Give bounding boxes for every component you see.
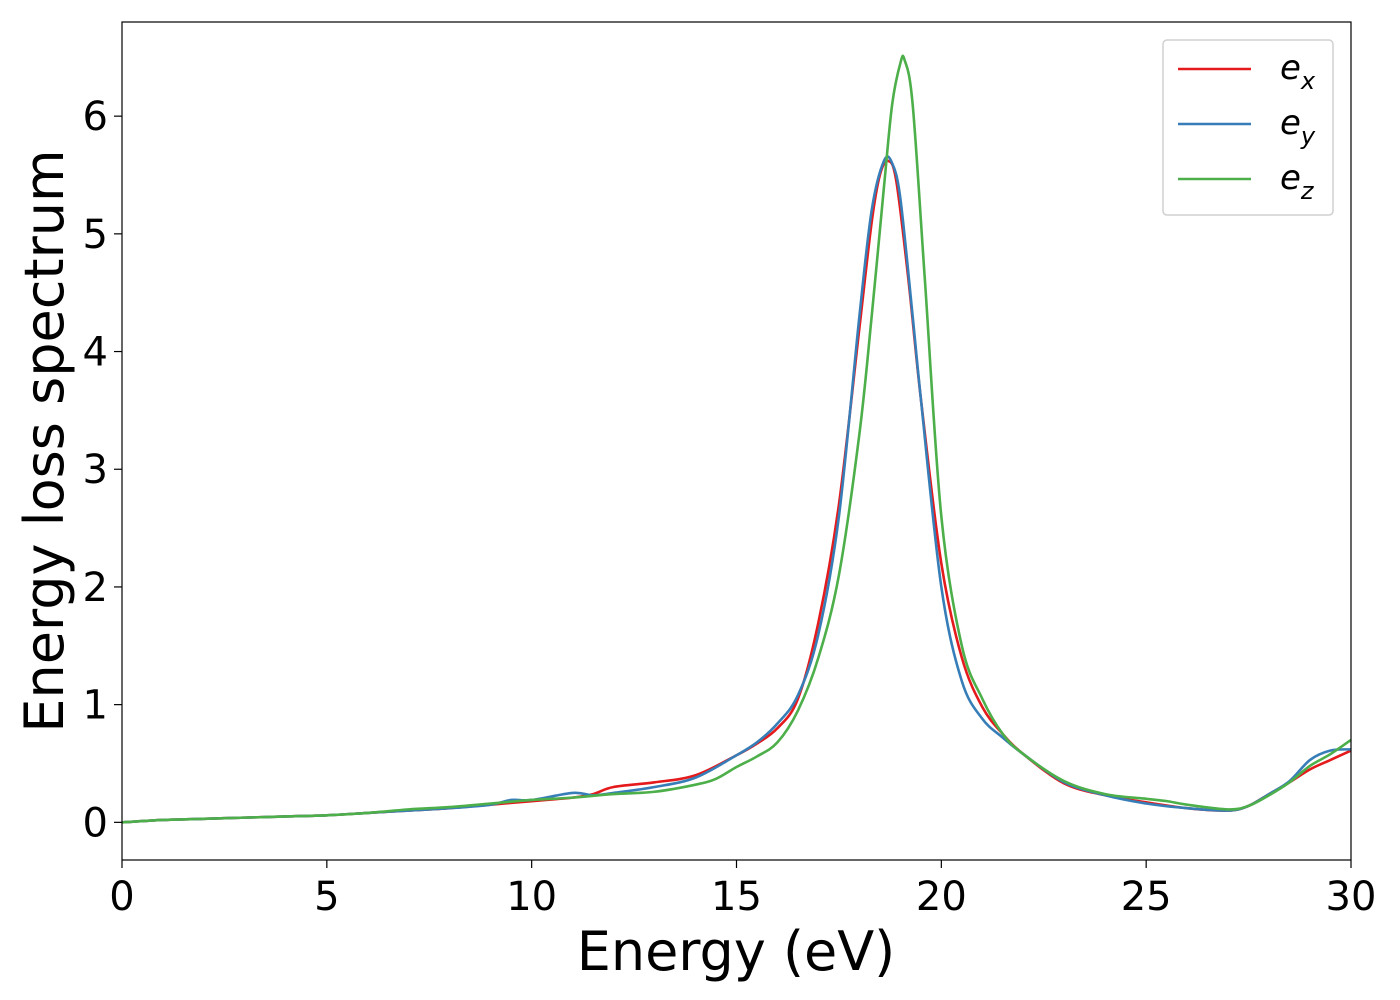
x-tick-label: 30 (1326, 874, 1377, 920)
y-axis-label: Energy loss spectrum (13, 149, 76, 732)
y-tick-label: 4 (83, 330, 108, 376)
y-axis-ticks: 0 1 2 3 4 5 6 (83, 94, 122, 846)
series-layer (121, 54, 1352, 824)
y-tick-label: 2 (83, 565, 108, 611)
y-tick-label: 1 (83, 683, 108, 729)
y-tick-label: 3 (83, 447, 108, 493)
x-tick-label: 25 (1121, 874, 1172, 920)
y-tick-label: 0 (83, 800, 108, 846)
plot-background (122, 22, 1351, 860)
legend-box (1162, 39, 1334, 216)
x-tick-label: 5 (314, 874, 339, 920)
x-tick-label: 15 (711, 874, 762, 920)
series-line-z (121, 54, 1352, 824)
x-axis-label: Energy (eV) (577, 920, 896, 983)
x-tick-label: 20 (916, 874, 967, 920)
y-tick-label: 6 (83, 94, 108, 140)
x-axis-ticks: 0 5 10 15 20 25 30 (109, 860, 1376, 920)
x-tick-label: 10 (506, 874, 557, 920)
x-tick-label: 0 (109, 874, 134, 920)
y-tick-label: 5 (83, 212, 108, 258)
